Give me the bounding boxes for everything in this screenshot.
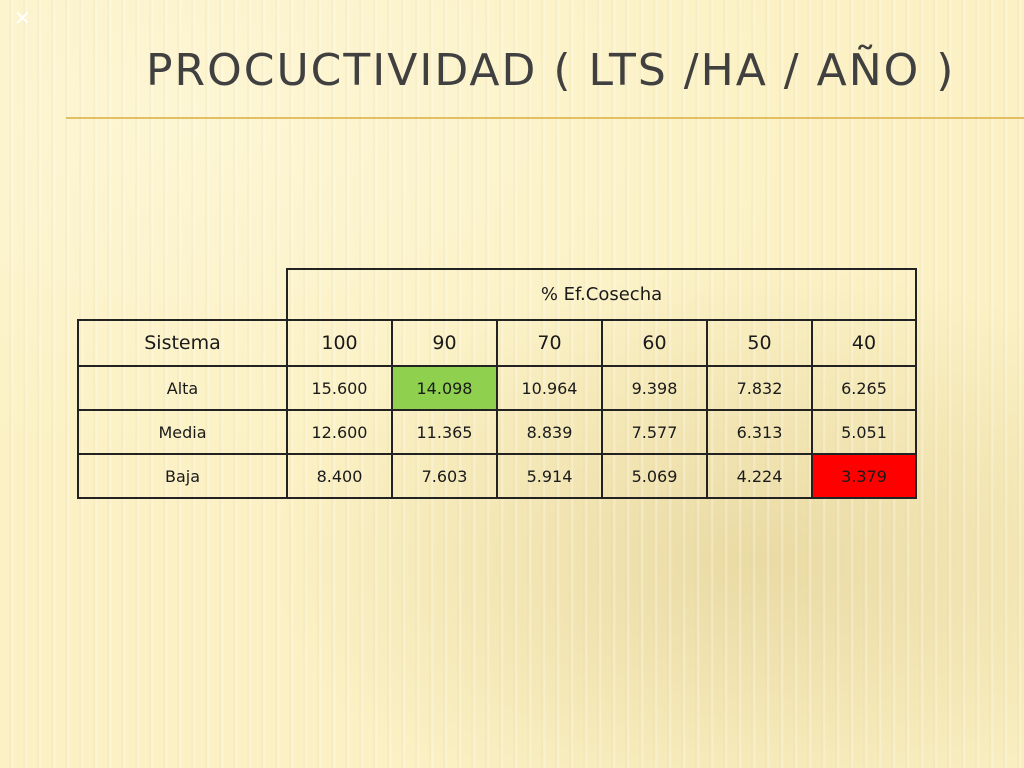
harvest-efficiency-header: % Ef.Cosecha <box>286 268 917 321</box>
productivity-table: % Ef.Cosecha Sistema 100 90 70 60 50 40 … <box>77 268 917 499</box>
column-header: 40 <box>811 319 917 367</box>
column-header: 90 <box>391 319 498 367</box>
system-header: Sistema <box>77 319 288 367</box>
slide-title: PROCUCTIVIDAD ( LTS /HA / AÑO ) <box>146 45 956 96</box>
table-cell: 6.313 <box>706 409 813 455</box>
title-divider <box>66 117 1024 119</box>
table-cell: 11.365 <box>391 409 498 455</box>
table-cell: 9.398 <box>601 365 708 411</box>
table-cell: 5.914 <box>496 453 603 499</box>
table-cell: 8.839 <box>496 409 603 455</box>
table-cell: 5.069 <box>601 453 708 499</box>
table-cell: 12.600 <box>286 409 393 455</box>
slide-bullet-mark-icon: ✕ <box>14 6 31 30</box>
table-column-header-row: Sistema 100 90 70 60 50 40 <box>77 319 917 367</box>
row-label: Baja <box>77 453 288 499</box>
table-cell: 7.603 <box>391 453 498 499</box>
table-cell: 10.964 <box>496 365 603 411</box>
table-group-header-row: % Ef.Cosecha <box>78 268 917 321</box>
table-corner-blank <box>78 269 288 321</box>
column-header: 70 <box>496 319 603 367</box>
row-label: Media <box>77 409 288 455</box>
table-row: Baja 8.400 7.603 5.914 5.069 4.224 3.379 <box>77 453 917 499</box>
table-row: Alta 15.600 14.098 10.964 9.398 7.832 6.… <box>77 365 917 411</box>
column-header: 50 <box>706 319 813 367</box>
table-cell: 6.265 <box>811 365 917 411</box>
column-header: 100 <box>286 319 393 367</box>
table-cell: 5.051 <box>811 409 917 455</box>
table-row: Media 12.600 11.365 8.839 7.577 6.313 5.… <box>77 409 917 455</box>
table-cell: 7.832 <box>706 365 813 411</box>
table-cell-highlight-min: 3.379 <box>811 453 917 499</box>
table-cell: 8.400 <box>286 453 393 499</box>
table-cell: 4.224 <box>706 453 813 499</box>
column-header: 60 <box>601 319 708 367</box>
table-cell: 7.577 <box>601 409 708 455</box>
row-label: Alta <box>77 365 288 411</box>
table-cell: 15.600 <box>286 365 393 411</box>
table-cell-highlight-max: 14.098 <box>391 365 498 411</box>
